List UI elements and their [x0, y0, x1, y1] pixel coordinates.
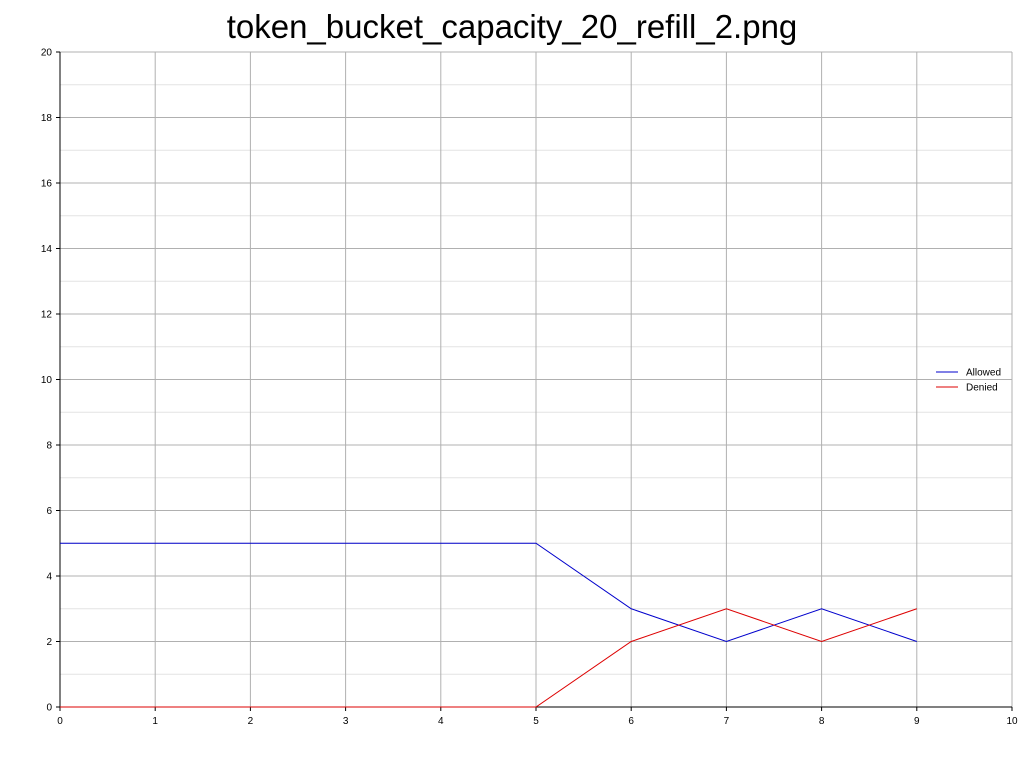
- y-tick-label: 10: [41, 375, 53, 386]
- y-tick-label: 12: [41, 310, 53, 321]
- y-tick-label: 16: [41, 179, 53, 190]
- series-line-allowed: [60, 542, 917, 643]
- y-tick-label: 20: [41, 48, 53, 59]
- legend-label-allowed: Allowed: [966, 368, 1001, 379]
- x-tick-label: 1: [152, 716, 158, 727]
- y-tick-label: 14: [41, 244, 53, 255]
- x-tick-label: 10: [1006, 716, 1018, 727]
- series-line-denied: [60, 608, 917, 708]
- x-tick-label: 9: [914, 716, 920, 727]
- chart-title: token_bucket_capacity_20_refill_2.png: [226, 8, 798, 45]
- x-tick-label: 8: [819, 716, 825, 727]
- x-tick-label: 6: [628, 716, 634, 727]
- y-tick-label: 2: [46, 637, 52, 648]
- x-tick-label: 7: [724, 716, 730, 727]
- x-tick-label: 2: [248, 716, 254, 727]
- y-tick-label: 4: [46, 572, 52, 583]
- y-tick-label: 6: [46, 506, 52, 517]
- x-tick-label: 0: [57, 716, 63, 727]
- x-tick-label: 5: [533, 716, 539, 727]
- legend-label-denied: Denied: [966, 383, 998, 394]
- x-tick-label: 4: [438, 716, 444, 727]
- y-tick-label: 0: [46, 703, 52, 714]
- x-tick-label: 3: [343, 716, 349, 727]
- y-tick-label: 8: [46, 441, 52, 452]
- y-tick-label: 18: [41, 113, 53, 124]
